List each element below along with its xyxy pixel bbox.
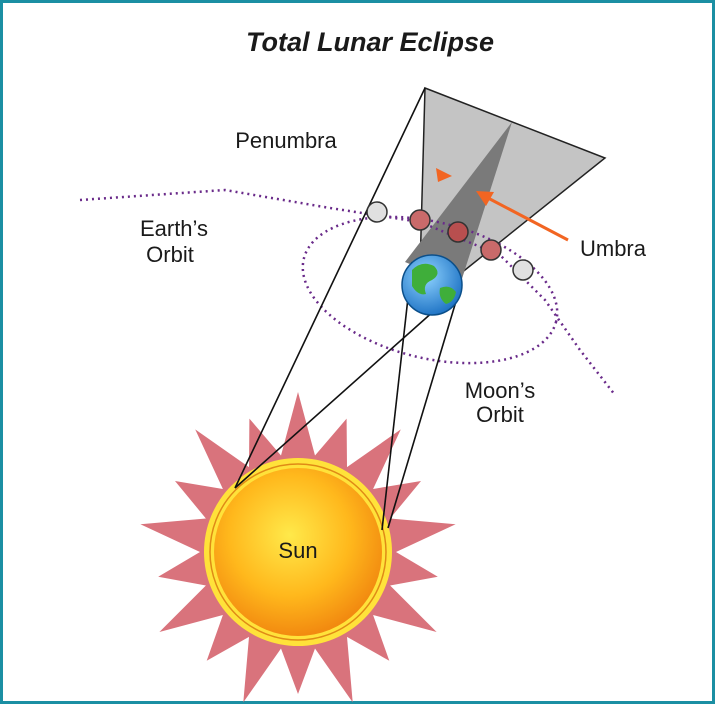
earth-orbit xyxy=(79,188,616,396)
moon-orbit xyxy=(301,215,559,365)
moon xyxy=(512,259,534,281)
moon-eclipsed xyxy=(480,239,502,261)
penumbra-label: Penumbra xyxy=(235,128,337,153)
title: Total Lunar Eclipse xyxy=(246,27,494,57)
moon-orbit-label: Moon’s xyxy=(465,378,536,403)
moons xyxy=(366,201,534,281)
sun-ring xyxy=(209,463,387,641)
ray xyxy=(381,261,413,531)
sun-label: Sun xyxy=(278,538,317,563)
earth-orbit-label: Orbit xyxy=(146,242,194,267)
earth-orbit-label: Earth’s xyxy=(140,216,208,241)
sun-body xyxy=(214,468,382,636)
earth-land xyxy=(412,263,456,304)
penumbra-marker xyxy=(436,168,452,182)
ray xyxy=(387,287,461,529)
umbra-arrow xyxy=(487,196,569,242)
umbra-label: Umbra xyxy=(580,236,647,261)
moon-eclipsed xyxy=(447,221,469,243)
moon-eclipsed xyxy=(409,209,431,231)
sun: Sun xyxy=(140,392,456,703)
moon xyxy=(366,201,388,223)
earth xyxy=(401,254,463,316)
ray xyxy=(234,87,426,489)
ray xyxy=(234,285,463,489)
umbra-cone xyxy=(405,122,512,285)
shadow-lines xyxy=(234,87,463,531)
arrow-head xyxy=(476,191,494,206)
moon-orbit-label: Orbit xyxy=(476,402,524,427)
